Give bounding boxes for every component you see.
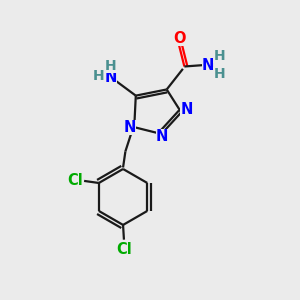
Text: H: H: [213, 67, 225, 81]
Text: N: N: [156, 129, 168, 144]
Text: Cl: Cl: [117, 242, 132, 257]
Text: N: N: [202, 58, 214, 73]
Text: H: H: [93, 69, 104, 83]
Text: O: O: [173, 31, 185, 46]
Text: Cl: Cl: [67, 172, 83, 188]
Text: H: H: [105, 58, 117, 73]
Text: N: N: [105, 70, 117, 85]
Text: N: N: [124, 120, 136, 135]
Text: N: N: [180, 103, 193, 118]
Text: H: H: [213, 49, 225, 63]
